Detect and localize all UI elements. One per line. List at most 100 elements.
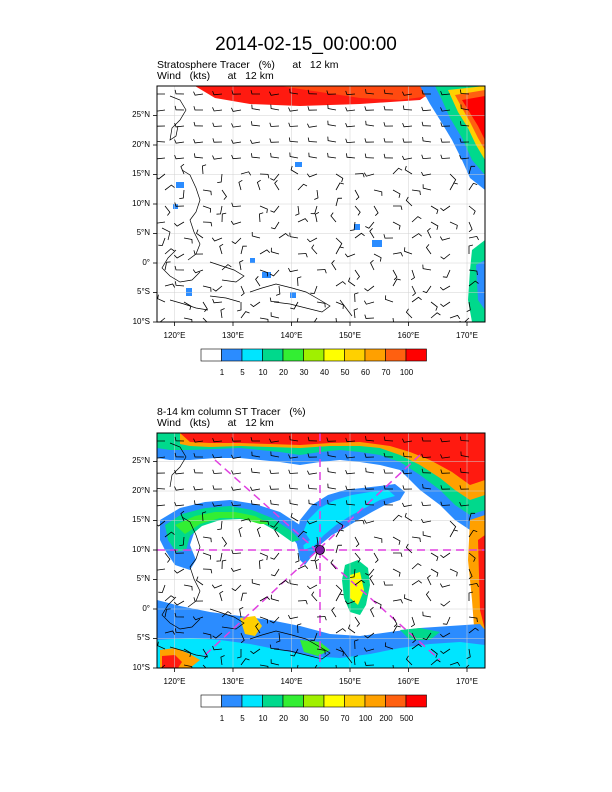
wind-barb [259, 616, 269, 624]
wind-barb [439, 632, 451, 638]
wind-barb [335, 281, 346, 287]
wind-barb [468, 512, 476, 522]
wind-barb [259, 596, 270, 602]
wind-barb [174, 265, 185, 271]
wind-barb [310, 205, 318, 215]
wind-barb [306, 584, 318, 590]
wind-barb [259, 317, 269, 322]
wind-barb [439, 285, 451, 291]
colorbar-swatch [344, 348, 366, 362]
wind-barb [258, 212, 264, 223]
wind-barb [353, 655, 358, 666]
wind-barb [402, 502, 413, 507]
wind-barb [364, 106, 375, 111]
wind-barb [421, 154, 432, 160]
wind-barb [251, 153, 261, 159]
wind-barb [250, 301, 261, 308]
wind-barb [422, 611, 432, 618]
wind-barb [216, 552, 223, 562]
wind-barb [459, 485, 470, 490]
wind-barb [157, 471, 166, 474]
wind-barb [157, 139, 166, 143]
wind-barb [269, 269, 280, 277]
wind-barb [289, 499, 299, 506]
wind-barb [313, 317, 318, 322]
wind-barb [468, 269, 478, 276]
wind-barb [392, 252, 403, 257]
wind-barb [179, 536, 185, 546]
lat-label: 10°S [132, 317, 150, 326]
wind-barb [316, 616, 327, 621]
wind-barb [345, 138, 356, 144]
wind-barb [402, 438, 413, 443]
wind-barb [346, 500, 356, 506]
wind-barb [192, 269, 204, 274]
colorbar-label: 30 [299, 714, 309, 723]
wind-barb [326, 90, 337, 95]
wind-barb [392, 514, 403, 522]
wind-barb [373, 552, 379, 563]
wind-barb [212, 485, 223, 490]
wind-barb [354, 173, 365, 178]
wind-barb [411, 216, 422, 223]
wind-barb [307, 137, 318, 143]
wind-barb [157, 109, 166, 112]
wind-barb [157, 568, 166, 571]
wind-barb [237, 302, 242, 312]
colorbar-swatch [385, 694, 407, 708]
wind-barb [230, 220, 242, 225]
wind-barb [383, 581, 394, 586]
wind-barb [157, 486, 166, 490]
wind-barb [335, 664, 337, 668]
wind-barb [231, 90, 242, 95]
wind-barb [157, 456, 166, 459]
wind-barb [392, 616, 398, 628]
wind-barb [449, 529, 458, 538]
wind-barb [269, 469, 280, 474]
wind-barb [404, 165, 413, 175]
wind-barb [345, 107, 356, 112]
wind-barb [468, 529, 478, 538]
wind-barb [157, 124, 166, 127]
wind-barb [468, 280, 479, 287]
wind-barb [157, 157, 166, 160]
colorbar-label: 60 [361, 368, 370, 377]
wind-barb [411, 536, 421, 543]
wind-barb [422, 483, 432, 490]
wind-barb [212, 122, 223, 127]
wind-barb [278, 579, 289, 586]
wind-barb [259, 552, 268, 561]
wind-barb [427, 227, 432, 239]
wind-barb [411, 189, 421, 196]
wind-barb [383, 234, 394, 239]
colorbar-swatch [364, 348, 386, 362]
wind-barb [350, 568, 356, 578]
colorbar-swatch [262, 694, 284, 708]
wind-barb [354, 189, 360, 201]
wind-barb [174, 501, 185, 507]
wind-barb [270, 221, 280, 230]
wind-barb [269, 122, 280, 127]
wind-barb [231, 501, 242, 507]
wind-barb [174, 202, 185, 207]
wind-barb [174, 139, 185, 144]
wind-barb [383, 469, 394, 474]
wind-barb [404, 594, 413, 602]
wind-barb [196, 576, 204, 586]
wind-barb [468, 591, 473, 601]
wind-barb [392, 221, 401, 230]
wind-barb [460, 121, 470, 127]
wind-barb [364, 661, 375, 666]
bottom-tracer-central-plume [296, 484, 405, 565]
wind-barb [373, 536, 383, 543]
colorbar-label: 1 [219, 368, 225, 377]
wind-barb [306, 173, 318, 178]
wind-barb [308, 152, 318, 159]
lon-label: 120°E [163, 331, 186, 340]
wind-barb [270, 552, 280, 560]
wind-barb [255, 276, 261, 287]
wind-barb [297, 530, 308, 538]
wind-barb [240, 245, 247, 255]
wind-barb [384, 295, 394, 303]
